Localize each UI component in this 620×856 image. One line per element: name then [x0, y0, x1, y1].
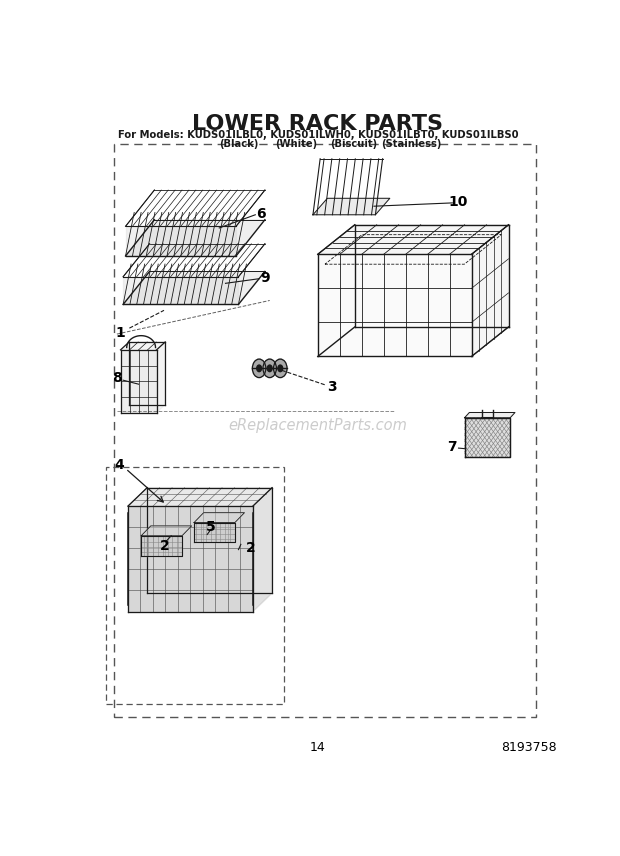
Polygon shape [472, 225, 508, 356]
Text: 14: 14 [310, 740, 326, 754]
Circle shape [267, 365, 272, 372]
Text: 9: 9 [260, 271, 270, 285]
Text: 8193758: 8193758 [502, 740, 557, 754]
Polygon shape [194, 522, 235, 543]
Text: 6: 6 [256, 207, 266, 221]
Polygon shape [128, 488, 272, 506]
Text: For Models: KUDS01ILBL0, KUDS01ILWH0, KUDS01ILBT0, KUDS01ILBS0: For Models: KUDS01ILBL0, KUDS01ILWH0, KU… [118, 130, 518, 140]
Polygon shape [313, 199, 390, 215]
Circle shape [257, 365, 262, 372]
Text: 2: 2 [246, 541, 255, 555]
Polygon shape [253, 488, 272, 611]
Text: 8: 8 [112, 372, 122, 385]
Polygon shape [141, 536, 182, 556]
Polygon shape [128, 506, 253, 611]
Bar [113, 144, 536, 717]
Polygon shape [125, 220, 265, 256]
Polygon shape [464, 418, 510, 457]
Text: (Black): (Black) [219, 140, 258, 149]
Text: 5: 5 [206, 520, 216, 534]
Text: 10: 10 [449, 195, 468, 209]
Circle shape [252, 360, 266, 377]
Text: 3: 3 [327, 380, 337, 395]
Polygon shape [123, 276, 239, 305]
Polygon shape [141, 526, 192, 536]
Polygon shape [120, 350, 156, 413]
Text: LOWER RACK PARTS: LOWER RACK PARTS [192, 114, 443, 134]
Circle shape [278, 365, 283, 372]
Polygon shape [125, 226, 236, 256]
Polygon shape [123, 271, 265, 305]
Text: 1: 1 [116, 326, 126, 340]
Circle shape [263, 360, 277, 377]
Polygon shape [194, 513, 244, 522]
Polygon shape [317, 225, 508, 254]
Polygon shape [464, 413, 515, 418]
Text: (White): (White) [275, 140, 317, 149]
Circle shape [273, 360, 287, 377]
Bar [107, 467, 284, 704]
Polygon shape [120, 342, 165, 350]
Polygon shape [317, 254, 472, 356]
Text: 4: 4 [114, 458, 124, 473]
Polygon shape [156, 342, 165, 413]
Text: eReplacementParts.com: eReplacementParts.com [228, 419, 407, 433]
Text: 7: 7 [448, 441, 457, 455]
Text: (Stainless): (Stainless) [381, 140, 441, 149]
Text: (Biscuit): (Biscuit) [330, 140, 378, 149]
Text: 2: 2 [160, 538, 170, 553]
